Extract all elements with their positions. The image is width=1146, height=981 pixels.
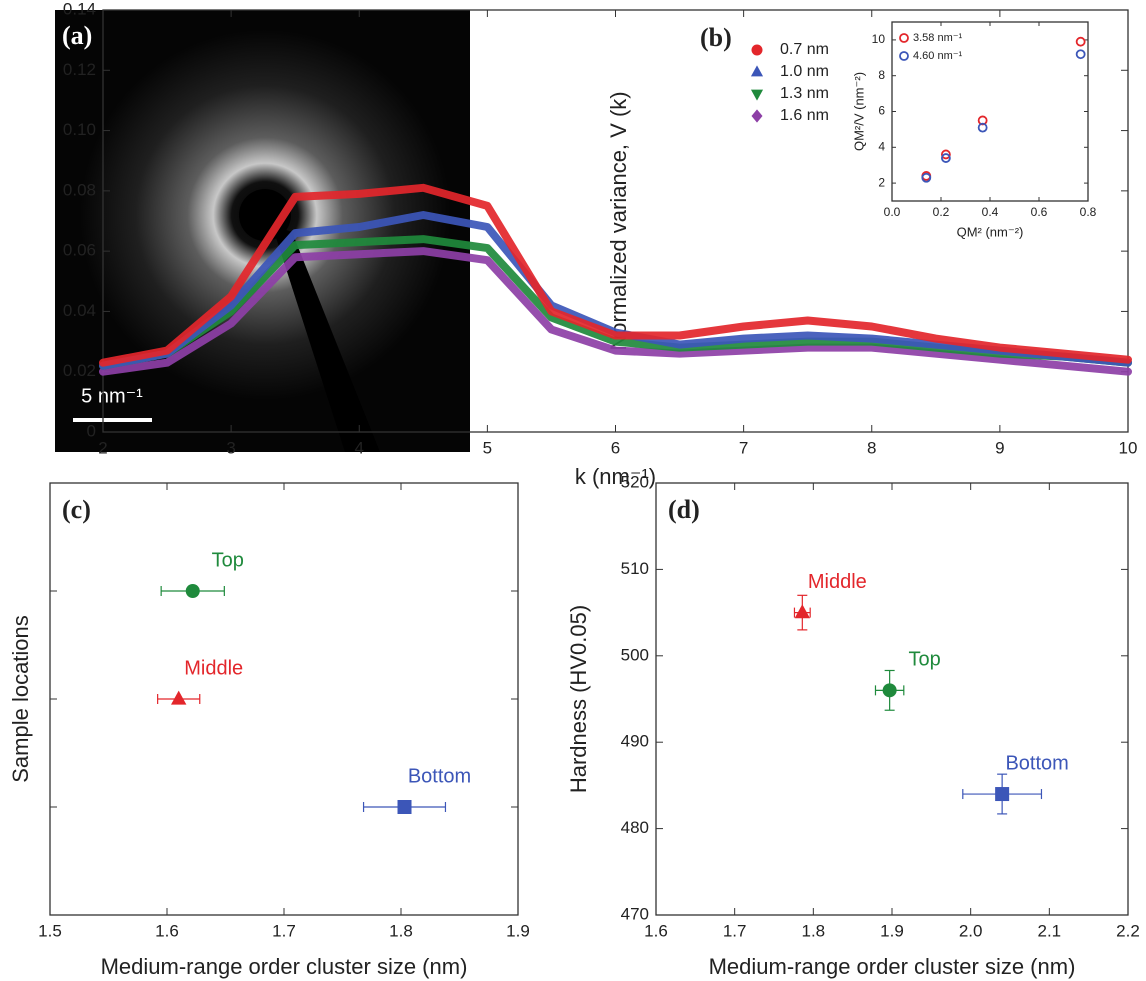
inset-legend-marker (899, 33, 909, 43)
legend-marker (750, 65, 764, 77)
x-tick-label: 10 (1119, 438, 1138, 457)
point-label: Middle (184, 657, 243, 679)
y-tick-label: 2 (878, 175, 885, 189)
y-tick-label: 490 (621, 732, 649, 751)
x-tick-label: 1.6 (155, 921, 179, 940)
panel-label: (a) (62, 21, 92, 50)
data-point (882, 683, 897, 698)
x-tick-label: 0.8 (1080, 205, 1097, 219)
x-axis-title: Medium-range order cluster size (nm) (101, 954, 468, 979)
point-label: Bottom (1005, 752, 1068, 774)
inset-point (1075, 36, 1086, 47)
y-tick-label: 8 (878, 68, 885, 82)
y-tick-label: 10 (872, 32, 886, 46)
y-tick-label: 6 (878, 104, 885, 118)
inset-legend-label: 4.60 nm⁻¹ (913, 50, 963, 62)
x-tick-label: 0.4 (982, 205, 999, 219)
point-label: Bottom (408, 765, 471, 787)
x-tick-label: 3 (226, 438, 235, 457)
legend-label: 1.0 nm (780, 63, 829, 80)
legend-marker (750, 89, 764, 101)
y-tick-label: 0.12 (63, 60, 96, 79)
data-point (397, 800, 412, 814)
scale-bar-label: 5 nm⁻¹ (81, 385, 143, 407)
data-point (995, 787, 1010, 802)
inset-background (892, 22, 1088, 201)
beam-stop-arm (272, 225, 380, 452)
x-tick-label: 0.0 (884, 205, 901, 219)
x-tick-label: 0.6 (1031, 205, 1048, 219)
y-tick-label: 0.08 (63, 180, 96, 199)
data-point (185, 584, 200, 598)
plot-frame (655, 482, 1129, 916)
legend-marker (751, 109, 763, 123)
panel-label: (c) (62, 495, 91, 524)
y-tick-label: 0.04 (63, 301, 96, 320)
inset-legend-label: 3.58 nm⁻¹ (913, 32, 963, 44)
y-tick-label: 470 (621, 904, 649, 923)
x-tick-label: 1.8 (802, 921, 826, 940)
x-tick-label: 2.0 (959, 921, 983, 940)
inset-legend-marker (899, 51, 909, 61)
legend-label: 1.6 nm (780, 107, 829, 124)
x-tick-label: 6 (611, 438, 620, 457)
x-tick-label: 2.2 (1116, 921, 1140, 940)
x-tick-label: 1.8 (389, 921, 413, 940)
y-tick-label: 520 (621, 472, 649, 491)
y-axis-title: Sample locations (8, 615, 33, 783)
x-tick-label: 2.1 (1038, 921, 1062, 940)
legend-label: 1.3 nm (780, 85, 829, 102)
point-label: Middle (808, 571, 867, 593)
inset-point (941, 149, 951, 160)
x-tick-label: 0.2 (933, 205, 950, 219)
y-axis-title: Normalized variance, V (k) (606, 91, 631, 350)
x-tick-label: 9 (995, 438, 1004, 457)
x-tick-label: 1.9 (506, 921, 530, 940)
panel-label: (b) (700, 23, 732, 52)
x-axis-title: QM² (nm⁻²) (957, 224, 1024, 239)
point-label: Top (909, 649, 941, 671)
point-label: Top (212, 549, 244, 571)
panel-a-image: 5 nm⁻¹ (a) (55, 10, 470, 452)
x-tick-label: 8 (867, 438, 876, 457)
data-point (171, 690, 187, 705)
y-tick-label: 0.10 (63, 120, 96, 139)
x-axis-title: Medium-range order cluster size (nm) (709, 954, 1076, 979)
x-tick-label: 1.9 (880, 921, 904, 940)
x-tick-label: 1.7 (723, 921, 747, 940)
x-tick-label: 5 (483, 438, 492, 457)
y-tick-label: 480 (621, 818, 649, 837)
x-tick-label: 1.7 (272, 921, 296, 940)
x-tick-label: 1.6 (644, 921, 668, 940)
y-tick-label: 0 (87, 421, 96, 440)
data-point (794, 604, 811, 619)
y-tick-label: 0.06 (63, 241, 96, 260)
x-axis-title: k (nm⁻¹) (575, 464, 656, 489)
y-axis-title: QM²/V (nm⁻²) (851, 72, 866, 151)
x-tick-label: 4 (355, 438, 364, 457)
y-axis-title: Hardness (HV0.05) (566, 605, 591, 793)
x-tick-label: 2 (98, 438, 107, 457)
inset-point (977, 122, 988, 133)
inset-point (941, 153, 951, 163)
plot-frame (49, 482, 519, 916)
y-tick-label: 0.14 (63, 0, 96, 18)
series-line (99, 247, 1132, 376)
y-tick-label: 0.02 (63, 361, 96, 380)
x-tick-label: 7 (739, 438, 748, 457)
panel-label: (d) (668, 495, 700, 524)
x-tick-label: 1.5 (38, 921, 62, 940)
inset-point (1075, 49, 1086, 60)
y-tick-label: 510 (621, 559, 649, 578)
series-line (99, 183, 1132, 367)
legend-marker (751, 44, 763, 56)
legend-label: 0.7 nm (780, 41, 829, 58)
inset-point (921, 172, 932, 183)
y-tick-label: 4 (878, 139, 885, 153)
y-tick-label: 500 (621, 645, 649, 664)
